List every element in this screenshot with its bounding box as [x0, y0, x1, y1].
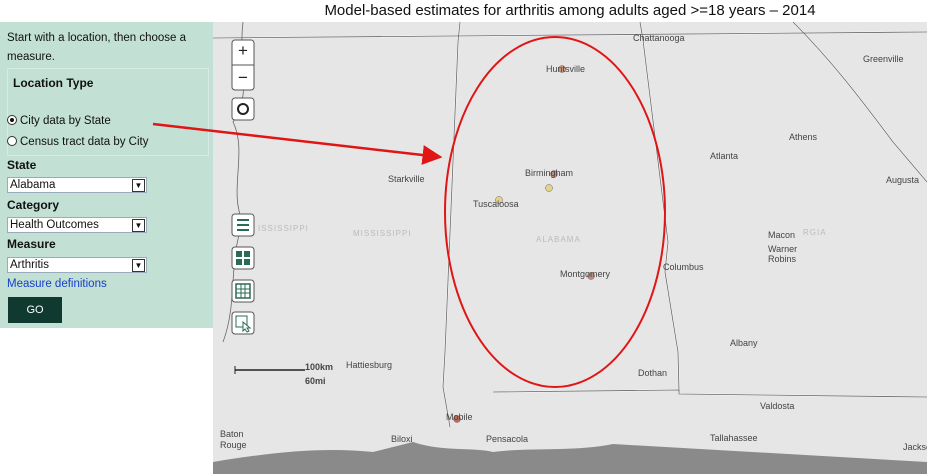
radio-option[interactable]: Census tract data by City — [7, 136, 148, 148]
place-label: Greenville — [863, 54, 904, 64]
sidebar: Start with a location, then choose a mea… — [0, 22, 213, 328]
location-type-box — [7, 68, 209, 156]
place-label: Biloxi — [391, 434, 413, 444]
region-label: MISSISSIPPI — [353, 229, 412, 238]
marker — [550, 170, 558, 178]
select-button[interactable] — [231, 311, 255, 335]
select-value: Arthritis — [10, 259, 49, 271]
zoom-control[interactable]: + − — [231, 39, 255, 91]
place-label: Albany — [730, 338, 758, 348]
state-label: State — [7, 158, 37, 172]
refresh-button[interactable] — [231, 97, 255, 121]
place-label: Birmingham — [525, 168, 573, 178]
gulf — [213, 442, 927, 474]
table-button[interactable] — [231, 279, 255, 303]
place-label: Atlanta — [710, 151, 738, 161]
place-label: Jackso — [903, 442, 927, 452]
region-labels: ISSISSIPPI MISSISSIPPI ALABAMA RGIA — [258, 224, 827, 244]
marker — [495, 196, 503, 204]
region-label: RGIA — [803, 228, 827, 237]
marker — [587, 272, 595, 280]
scale-label: 100km — [305, 362, 333, 372]
place-label: Dothan — [638, 368, 667, 378]
place-label: Starkville — [388, 174, 425, 184]
layers-button[interactable] — [231, 246, 255, 270]
category-label: Category — [7, 198, 60, 212]
select-value: Health Outcomes — [10, 219, 99, 231]
place-label: Chattanooga — [633, 33, 685, 43]
place-label: Augusta — [886, 175, 919, 185]
place-label: Macon — [768, 230, 795, 240]
scale-bar: 100km 60mi — [234, 362, 333, 386]
measure-select[interactable]: Arthritis ▼ — [7, 257, 147, 273]
radio-label[interactable]: City data by State — [20, 115, 111, 127]
place-label: Montgomery — [560, 269, 611, 279]
place-label: Valdosta — [760, 401, 794, 411]
marker — [558, 65, 566, 73]
place-label: Robins — [768, 254, 797, 264]
state-select[interactable]: Alabama ▼ — [7, 177, 147, 193]
marker — [453, 415, 461, 423]
city-markers — [453, 65, 595, 423]
legend-button[interactable] — [231, 213, 255, 237]
intro-text: Start with a location, then choose a — [7, 32, 186, 44]
scale-label: 60mi — [305, 376, 326, 386]
place-label: Warner — [768, 244, 797, 254]
place-label: Tuscaloosa — [473, 199, 519, 209]
marker — [545, 184, 553, 192]
place-label: Athens — [789, 132, 818, 142]
place-label: Columbus — [663, 262, 704, 272]
category-select[interactable]: Health Outcomes ▼ — [7, 217, 147, 233]
zoom-out[interactable]: − — [238, 68, 248, 87]
select-value: Alabama — [10, 179, 56, 191]
land — [213, 22, 927, 474]
page-title: Model-based estimates for arthritis amon… — [324, 2, 816, 19]
place-label: Huntsville — [546, 64, 585, 74]
region-label: ISSISSIPPI — [258, 224, 309, 233]
zoom-in[interactable]: + — [238, 41, 248, 60]
place-label: Baton — [220, 429, 244, 439]
highlight-ellipse — [444, 36, 666, 388]
place-label: Hattiesburg — [346, 360, 392, 370]
radio-option[interactable]: City data by State — [7, 115, 111, 127]
place-label: Tallahassee — [710, 433, 758, 443]
location-type-label: Location Type — [13, 76, 94, 90]
place-labels: Chattanooga Huntsville Greenville Athens… — [220, 33, 927, 452]
radio-label[interactable]: Census tract data by City — [20, 136, 149, 148]
go-button[interactable]: GO — [8, 297, 62, 323]
measure-label: Measure — [7, 237, 56, 251]
place-label: Rouge — [220, 440, 247, 450]
definitions-link[interactable]: Measure definitions — [7, 278, 107, 290]
map[interactable]: Chattanooga Huntsville Greenville Athens… — [213, 22, 927, 474]
place-label: Pensacola — [486, 434, 528, 444]
place-label: Mobile — [446, 412, 473, 422]
map-canvas: Chattanooga Huntsville Greenville Athens… — [213, 22, 927, 474]
intro-text: measure. — [7, 51, 55, 63]
region-label: ALABAMA — [536, 235, 581, 244]
